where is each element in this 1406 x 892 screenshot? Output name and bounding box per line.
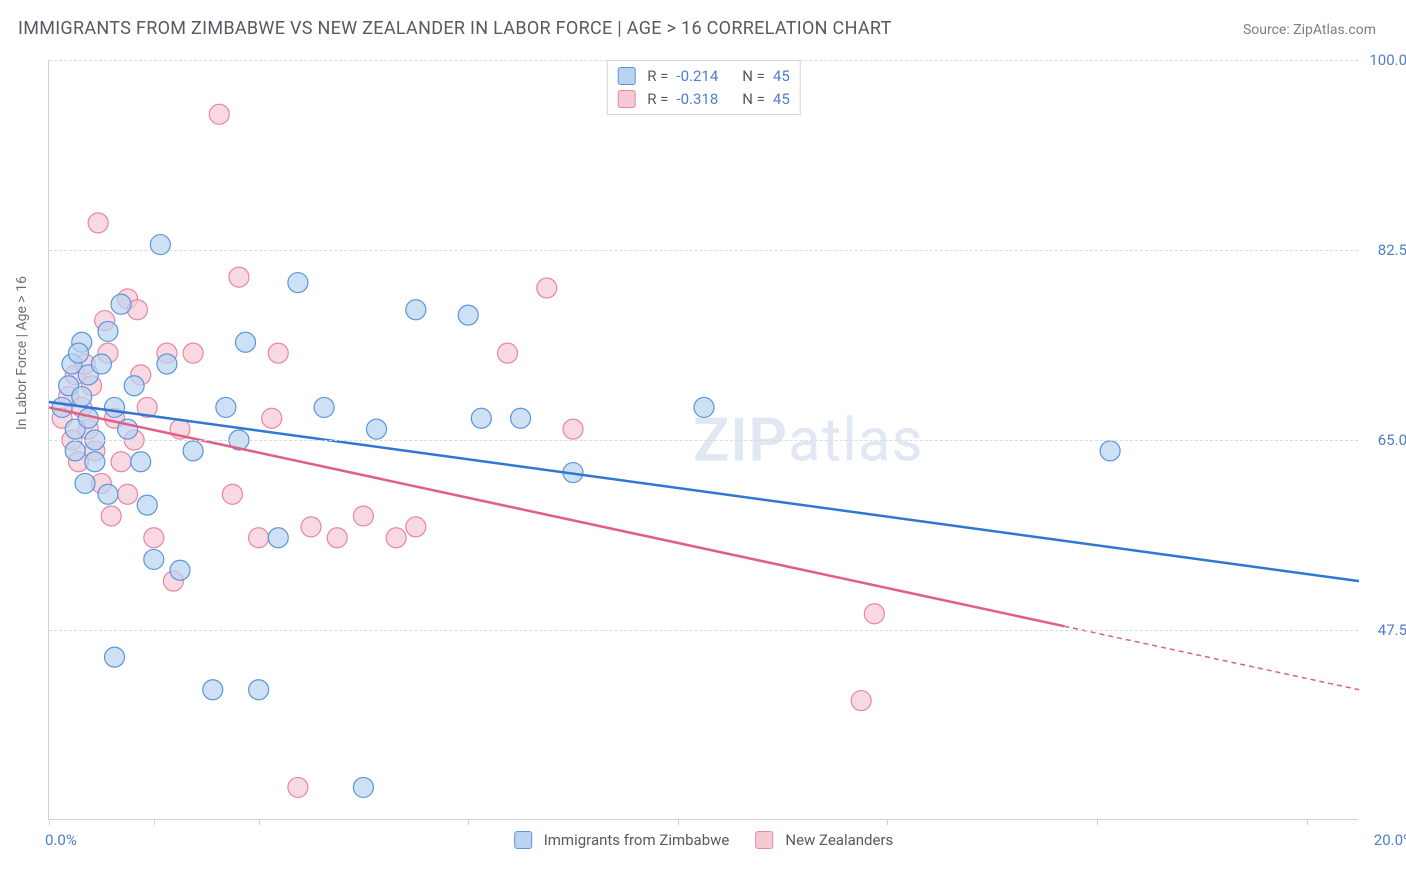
swatch-zimbabwe-icon: [514, 831, 532, 849]
gridline: [49, 630, 1358, 631]
scatter-point-newzealand: [288, 777, 308, 797]
scatter-point-newzealand: [406, 517, 426, 537]
scatter-point-newzealand: [111, 452, 131, 472]
scatter-point-newzealand: [229, 267, 249, 287]
scatter-point-newzealand: [498, 343, 518, 363]
scatter-point-newzealand: [563, 419, 583, 439]
correlation-legend: R = -0.214 N = 45 R = -0.318 N = 45: [606, 60, 801, 115]
scatter-point-newzealand: [327, 528, 347, 548]
legend-row-zimbabwe: R = -0.214 N = 45: [617, 65, 790, 88]
scatter-point-zimbabwe: [52, 397, 72, 417]
scatter-point-newzealand: [222, 484, 242, 504]
scatter-point-zimbabwe: [105, 647, 125, 667]
gridline: [49, 440, 1358, 441]
y-tick-label: 82.5%: [1363, 241, 1406, 259]
y-axis-label: In Labor Force | Age > 16: [14, 276, 30, 430]
scatter-point-zimbabwe: [236, 332, 256, 352]
scatter-point-zimbabwe: [314, 397, 334, 417]
scatter-point-newzealand: [209, 104, 229, 124]
x-tick: [1307, 819, 1308, 825]
scatter-point-newzealand: [301, 517, 321, 537]
scatter-point-zimbabwe: [367, 419, 387, 439]
scatter-point-zimbabwe: [91, 354, 111, 374]
scatter-point-zimbabwe: [124, 376, 144, 396]
scatter-point-zimbabwe: [170, 560, 190, 580]
scatter-point-zimbabwe: [406, 300, 426, 320]
scatter-point-zimbabwe: [68, 343, 88, 363]
x-max-label: 20.0%: [1374, 831, 1406, 849]
x-tick: [259, 819, 260, 825]
scatter-point-zimbabwe: [85, 452, 105, 472]
scatter-point-zimbabwe: [268, 528, 288, 548]
scatter-point-zimbabwe: [353, 777, 373, 797]
scatter-point-zimbabwe: [694, 397, 714, 417]
legend-item-zimbabwe: Immigrants from Zimbabwe: [514, 831, 730, 849]
scatter-point-zimbabwe: [458, 305, 478, 325]
scatter-point-zimbabwe: [157, 354, 177, 374]
x-tick: [154, 819, 155, 825]
scatter-point-zimbabwe: [144, 549, 164, 569]
x-min-label: 0.0%: [45, 831, 77, 849]
scatter-point-newzealand: [183, 343, 203, 363]
scatter-point-zimbabwe: [288, 273, 308, 293]
x-tick: [49, 819, 50, 825]
scatter-point-newzealand: [101, 506, 121, 526]
scatter-point-zimbabwe: [105, 397, 125, 417]
trendline-newzealand-ext: [1064, 626, 1359, 690]
scatter-point-zimbabwe: [72, 387, 92, 407]
scatter-point-zimbabwe: [137, 495, 157, 515]
swatch-newzealand: [617, 90, 635, 108]
scatter-point-zimbabwe: [1100, 441, 1120, 461]
scatter-point-zimbabwe: [75, 473, 95, 493]
scatter-point-newzealand: [249, 528, 269, 548]
scatter-point-newzealand: [118, 484, 138, 504]
scatter-point-zimbabwe: [65, 441, 85, 461]
scatter-point-zimbabwe: [216, 397, 236, 417]
scatter-point-zimbabwe: [111, 294, 131, 314]
scatter-point-zimbabwe: [471, 408, 491, 428]
scatter-point-newzealand: [537, 278, 557, 298]
trendline-zimbabwe: [49, 402, 1359, 581]
legend-item-newzealand: New Zealanders: [755, 831, 893, 849]
scatter-point-newzealand: [864, 604, 884, 624]
scatter-point-newzealand: [144, 528, 164, 548]
y-tick-label: 47.5%: [1363, 621, 1406, 639]
gridline: [49, 250, 1358, 251]
scatter-point-zimbabwe: [203, 680, 223, 700]
scatter-point-newzealand: [262, 408, 282, 428]
scatter-point-zimbabwe: [183, 441, 203, 461]
chart-header: IMMIGRANTS FROM ZIMBABWE VS NEW ZEALANDE…: [0, 0, 1406, 49]
chart-plot-area: R = -0.214 N = 45 R = -0.318 N = 45 ZIPa…: [48, 60, 1358, 820]
scatter-point-newzealand: [268, 343, 288, 363]
scatter-point-newzealand: [353, 506, 373, 526]
scatter-point-zimbabwe: [511, 408, 531, 428]
swatch-newzealand-icon: [755, 831, 773, 849]
source-label: Source: ZipAtlas.com: [1243, 22, 1376, 38]
y-tick-label: 100.0%: [1363, 51, 1406, 69]
scatter-point-zimbabwe: [249, 680, 269, 700]
x-tick: [1097, 819, 1098, 825]
chart-title: IMMIGRANTS FROM ZIMBABWE VS NEW ZEALANDE…: [18, 18, 892, 39]
scatter-point-zimbabwe: [98, 484, 118, 504]
scatter-point-newzealand: [851, 691, 871, 711]
x-tick: [468, 819, 469, 825]
x-tick: [887, 819, 888, 825]
scatter-point-zimbabwe: [98, 321, 118, 341]
legend-row-newzealand: R = -0.318 N = 45: [617, 88, 790, 111]
scatter-point-newzealand: [386, 528, 406, 548]
scatter-point-newzealand: [88, 213, 108, 233]
scatter-point-zimbabwe: [131, 452, 151, 472]
x-tick: [678, 819, 679, 825]
series-legend: Immigrants from Zimbabwe New Zealanders: [514, 831, 894, 849]
y-tick-label: 65.0%: [1363, 431, 1406, 449]
scatter-point-zimbabwe: [150, 235, 170, 255]
swatch-zimbabwe: [617, 67, 635, 85]
